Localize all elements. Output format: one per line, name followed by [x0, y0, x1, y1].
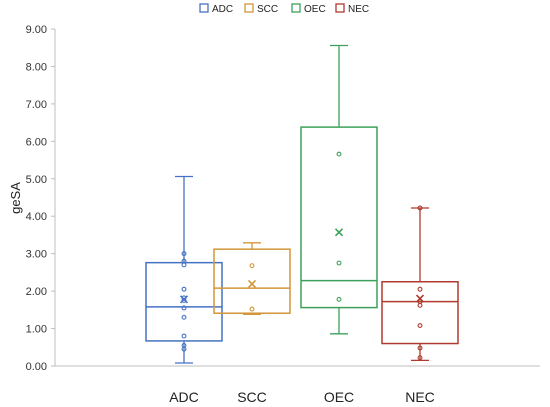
y-tick-label: 9.00 [26, 24, 47, 36]
data-point [336, 296, 342, 302]
data-point [336, 151, 342, 157]
plot-area [145, 44, 459, 364]
y-axis-label: geSA [8, 182, 23, 214]
mean-marker-stroke [415, 294, 425, 303]
legend-swatch [335, 3, 345, 13]
iqr-box [145, 261, 223, 342]
legend-swatch [244, 3, 254, 13]
y-tick-label: 0.00 [26, 361, 47, 373]
y-tick-label: 7.00 [26, 99, 47, 111]
box-scc [213, 242, 291, 315]
y-axis: 0.00 1.00 2.00 3.00 4.00 5.00 6.00 7.00 8.00 9.00 [26, 24, 56, 373]
y-tick-label: 3.00 [26, 249, 47, 261]
legend-label: SCC [257, 4, 278, 15]
y-tick-label: 4.00 [26, 211, 47, 223]
data-point [249, 263, 255, 269]
mean-marker [415, 294, 425, 303]
mean-marker [247, 279, 257, 289]
mean-marker [179, 295, 189, 304]
mean-marker [334, 228, 344, 237]
legend-item-nec: NEC [335, 3, 369, 15]
legend-label: NEC [348, 4, 369, 15]
legend-item-scc: SCC [244, 3, 278, 15]
x-category-label: OEC [324, 389, 354, 405]
data-point [181, 251, 187, 257]
legend-label: OEC [304, 4, 326, 15]
legend: ADC SCC OEC NEC [199, 3, 369, 15]
legend-item-oec: OEC [291, 3, 326, 15]
data-point [336, 260, 342, 266]
x-category-label: NEC [405, 389, 435, 405]
legend-swatch [199, 3, 209, 13]
data-point [181, 286, 187, 292]
data-point [181, 314, 187, 320]
x-category-label: ADC [169, 389, 199, 405]
iqr-box [381, 281, 459, 345]
legend-swatch [291, 3, 301, 13]
data-point [181, 305, 187, 311]
legend-item-adc: ADC [199, 3, 233, 15]
y-tick-label: 5.00 [26, 174, 47, 186]
y-tick-label: 2.00 [26, 286, 47, 298]
iqr-box [300, 126, 378, 309]
data-point [417, 323, 423, 329]
x-axis: ADC SCC OEC NEC [55, 365, 540, 405]
data-point [249, 306, 255, 312]
mean-marker-stroke [179, 295, 189, 304]
box-adc [145, 175, 223, 364]
box-oec [300, 44, 378, 335]
data-point [181, 333, 187, 339]
box-nec [381, 205, 459, 362]
iqr-box [213, 248, 291, 314]
y-tick-label: 6.00 [26, 136, 47, 148]
data-point [417, 345, 423, 351]
data-point [417, 286, 423, 292]
x-category-label: SCC [237, 389, 267, 405]
mean-marker-stroke [247, 279, 257, 289]
y-tick-label: 1.00 [26, 324, 47, 336]
mean-marker-stroke [334, 228, 344, 237]
data-point [417, 355, 423, 361]
data-point [417, 205, 423, 211]
data-point [181, 258, 187, 264]
data-point [181, 342, 187, 348]
legend-label: ADC [212, 4, 233, 15]
y-tick-label: 8.00 [26, 61, 47, 73]
